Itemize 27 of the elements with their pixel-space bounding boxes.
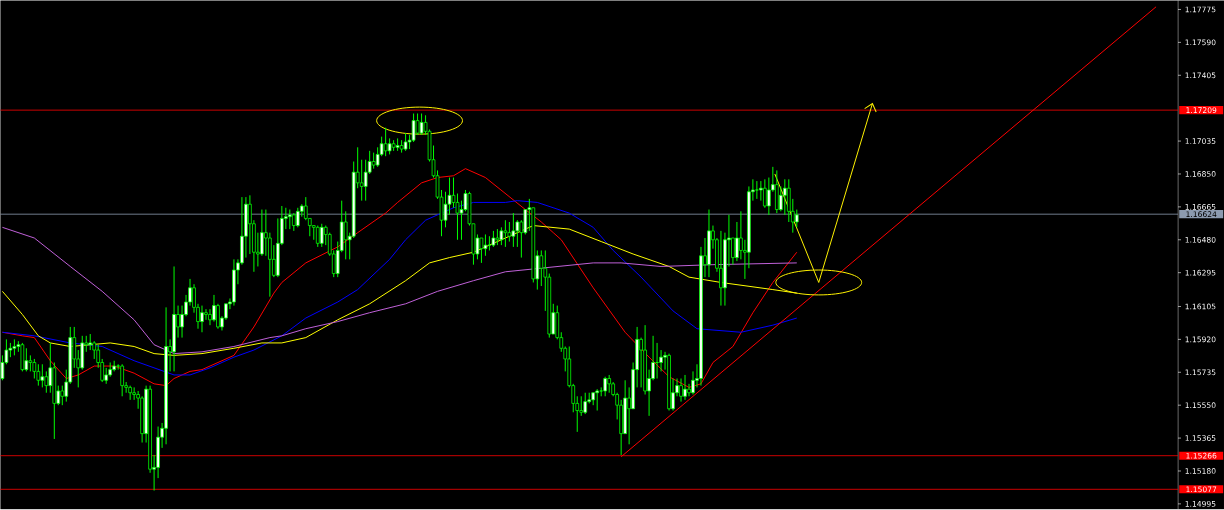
candlestick	[419, 113, 424, 136]
candlestick	[755, 180, 759, 200]
candlestick	[383, 127, 388, 157]
candlestick	[687, 383, 691, 397]
candlestick	[200, 305, 204, 333]
candlestick	[32, 358, 37, 380]
candlestick	[507, 221, 512, 243]
candlestick	[343, 211, 348, 261]
candlestick	[511, 212, 516, 248]
candlestick	[287, 209, 292, 230]
candlestick	[120, 363, 124, 397]
candlestick	[782, 179, 787, 216]
candlestick	[60, 385, 65, 406]
candlestick	[683, 374, 687, 401]
candlestick	[719, 230, 723, 307]
candlestick	[295, 207, 300, 229]
candlestick	[503, 219, 508, 248]
candlestick	[479, 237, 484, 264]
candlestick	[319, 223, 324, 248]
candlestick	[359, 159, 364, 202]
candlestick	[36, 363, 41, 387]
candlestick	[128, 385, 132, 401]
candlestick	[204, 308, 208, 321]
candlestick	[679, 378, 683, 403]
candlestick	[539, 250, 544, 287]
candlestick	[40, 363, 45, 389]
candlestick	[208, 308, 212, 326]
